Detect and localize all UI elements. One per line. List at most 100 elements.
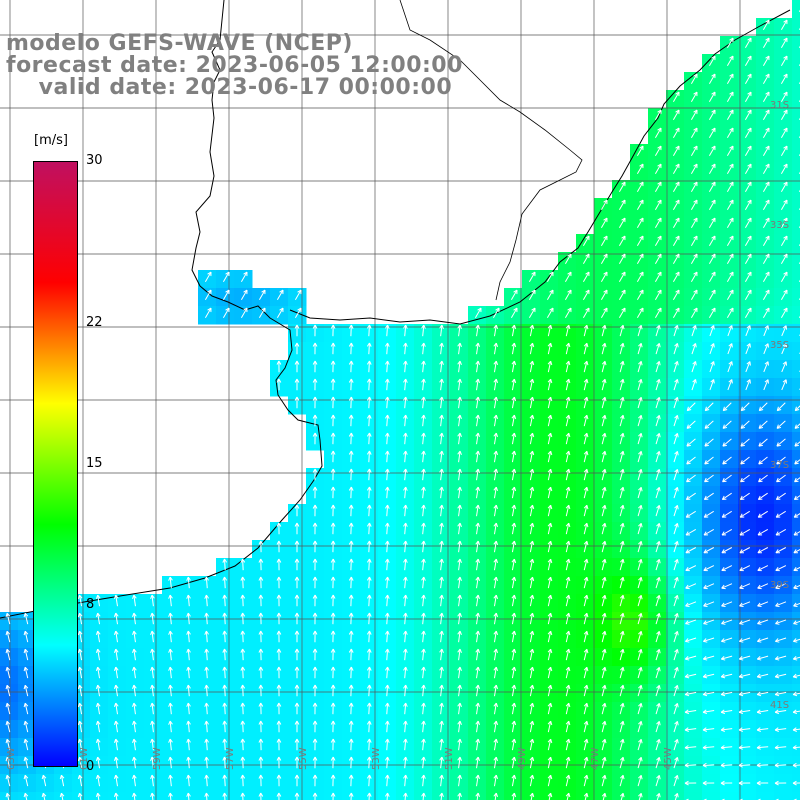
wind-arrow — [744, 181, 752, 193]
speed-cell — [792, 126, 800, 145]
latitude-label: 31S — [770, 100, 789, 111]
speed-cell — [792, 504, 800, 523]
wind-arrow — [744, 163, 752, 175]
speed-cell — [792, 144, 800, 163]
wind-arrow — [780, 73, 788, 85]
speed-cell — [792, 432, 800, 451]
speed-cell — [792, 486, 800, 505]
wind-arrow — [546, 271, 554, 283]
speed-cell — [792, 306, 800, 325]
speed-cell — [162, 792, 181, 800]
wind-arrow — [582, 253, 590, 265]
speed-cell — [792, 450, 800, 469]
wind-arrow — [780, 19, 788, 31]
wind-arrow — [240, 271, 248, 283]
wind-arrow — [654, 235, 662, 247]
wind-arrow — [762, 109, 770, 121]
speed-cell — [792, 180, 800, 199]
country-border — [399, 0, 583, 301]
wind-arrow — [690, 91, 698, 103]
wind-arrow — [672, 163, 680, 175]
wind-arrow — [636, 271, 644, 283]
colorbar-tick: 8 — [86, 597, 95, 613]
colorbar-unit: [m/s] — [34, 133, 68, 148]
speed-cell — [720, 792, 739, 800]
wind-arrow — [708, 73, 716, 85]
wind-arrow — [690, 109, 698, 121]
wind-arrow — [708, 109, 716, 121]
wind-arrow — [708, 199, 716, 211]
wind-arrow — [726, 55, 734, 67]
coastline-north — [289, 9, 791, 325]
wind-arrow — [672, 145, 680, 157]
wind-arrow — [762, 199, 770, 211]
wind-arrow — [690, 253, 698, 265]
wind-arrow — [672, 127, 680, 139]
wind-arrow — [780, 235, 788, 247]
coastline — [0, 0, 323, 619]
latitude-label: 37S — [770, 460, 789, 471]
speed-cell — [792, 378, 800, 397]
wind-arrow — [654, 217, 662, 229]
wind-arrow — [726, 235, 734, 247]
wind-arrow — [204, 271, 212, 283]
longitude-label: 53W — [371, 747, 382, 770]
wind-arrow — [744, 37, 752, 49]
wind-arrow — [636, 163, 644, 175]
speed-cell — [792, 666, 800, 685]
wind-arrow — [726, 145, 734, 157]
speed-cell — [576, 792, 595, 800]
wind-arrow — [636, 217, 644, 229]
wind-arrow — [708, 181, 716, 193]
wind-arrow — [744, 145, 752, 157]
speed-cell — [684, 792, 703, 800]
wind-arrow — [708, 127, 716, 139]
longitude-label: 45W — [663, 747, 674, 770]
longitude-label: 63W — [6, 747, 17, 770]
wind-arrow — [726, 127, 734, 139]
wind-arrow — [672, 253, 680, 265]
wind-arrow — [744, 199, 752, 211]
wind-arrow — [780, 127, 788, 139]
wind-arrow — [744, 127, 752, 139]
wind-arrow — [600, 235, 608, 247]
wind-arrow — [690, 145, 698, 157]
wind-arrow — [708, 253, 716, 265]
wind-arrow — [762, 163, 770, 175]
wind-arrow — [762, 91, 770, 103]
wind-arrow — [654, 109, 662, 121]
wind-arrow — [690, 181, 698, 193]
latitude-label: 33S — [770, 220, 789, 231]
wind-arrow — [780, 37, 788, 49]
wind-arrow — [690, 217, 698, 229]
speed-cell — [612, 792, 631, 800]
wind-arrow — [654, 163, 662, 175]
wind-arrow — [672, 199, 680, 211]
wind-arrow — [564, 253, 572, 265]
speed-cell — [792, 324, 800, 343]
wind-arrow — [690, 163, 698, 175]
wind-arrow — [690, 271, 698, 283]
wind-arrow — [708, 55, 716, 67]
wind-arrow — [636, 199, 644, 211]
speed-cell — [792, 342, 800, 361]
speed-cell — [792, 0, 800, 19]
wind-arrow — [744, 55, 752, 67]
wind-arrow — [708, 271, 716, 283]
title-valid-date: valid date: 2023-06-17 00:00:00 — [6, 75, 453, 100]
speed-cell — [792, 288, 800, 307]
wind-arrow — [726, 199, 734, 211]
wind-arrow — [726, 271, 734, 283]
wind-arrow — [762, 253, 770, 265]
wind-arrow — [672, 91, 680, 103]
wind-arrow — [600, 253, 608, 265]
speed-cell — [792, 90, 800, 109]
wind-arrow — [672, 217, 680, 229]
speed-cell — [792, 162, 800, 181]
speed-cell — [90, 792, 109, 800]
wind-arrow — [726, 37, 734, 49]
speed-cell — [792, 702, 800, 721]
wind-arrow — [582, 271, 590, 283]
